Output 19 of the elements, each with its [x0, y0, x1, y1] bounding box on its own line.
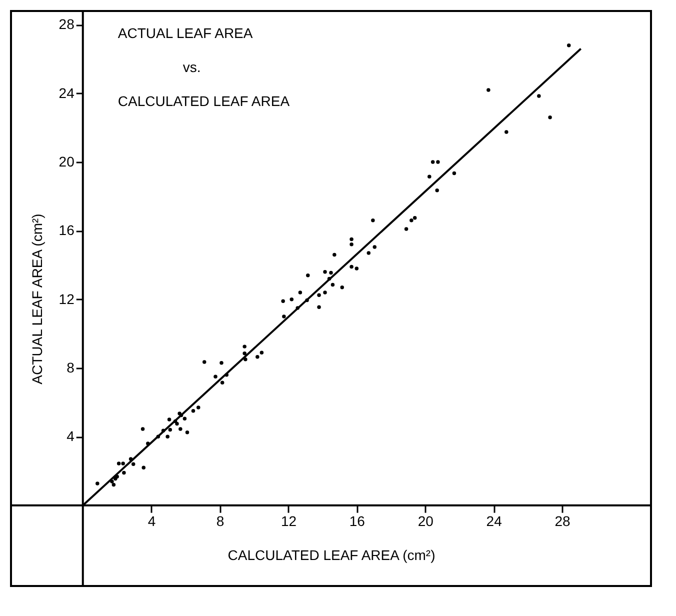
y-tick-label: 28	[58, 16, 75, 32]
annotation: ACTUAL LEAF AREA	[118, 25, 254, 41]
x-tick-label: 4	[148, 512, 156, 529]
x-tick-label: 28	[554, 512, 571, 529]
x-tick-label: 20	[418, 512, 434, 529]
y-tick-label: 16	[58, 222, 75, 238]
x-axis-title: CALCULATED LEAF AREA (cm²)	[228, 546, 436, 563]
y-axis-title: ACTUAL LEAF AREA (cm²)	[28, 214, 45, 384]
y-tick-label: 8	[66, 360, 75, 376]
x-tick-label: 16	[349, 512, 366, 529]
annotation: CALCULATED LEAF AREA	[118, 93, 290, 109]
x-tick-label: 8	[216, 512, 224, 529]
x-tick-label: 12	[280, 512, 297, 529]
annotation: vs.	[182, 59, 201, 75]
y-tick-label: 12	[58, 290, 75, 307]
x-tick-label: 24	[486, 512, 502, 529]
y-tick-label: 4	[66, 428, 75, 444]
y-tick-label: 20	[58, 154, 75, 170]
y-tick-label: 24	[58, 84, 75, 101]
